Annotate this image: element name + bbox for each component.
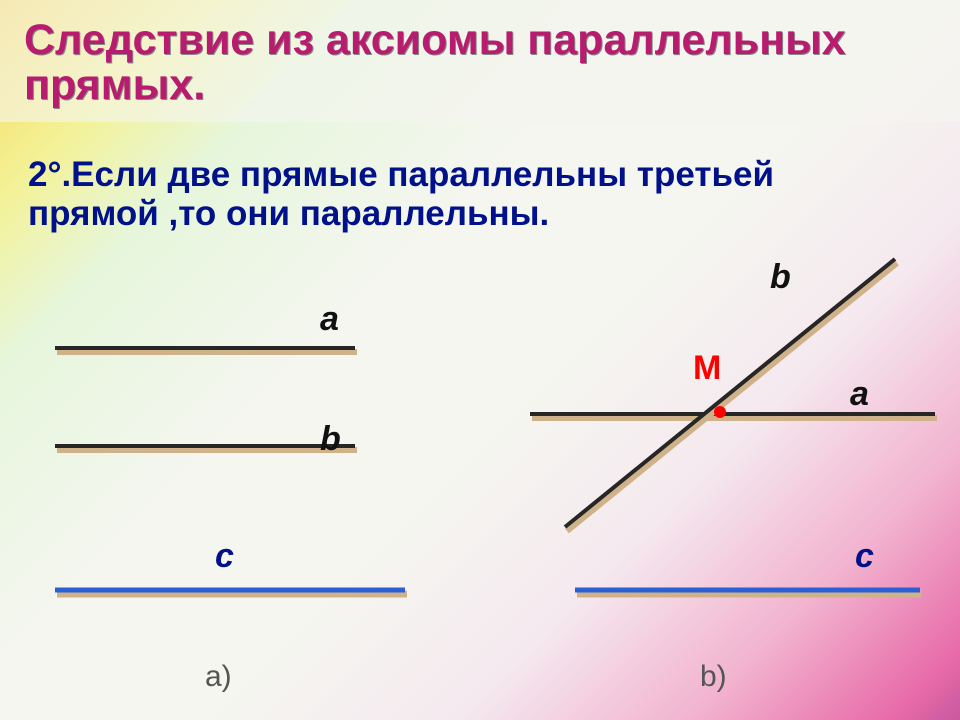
label-left-c: c xyxy=(215,537,234,576)
label-left-a: a xyxy=(320,300,339,339)
label-right-a: a xyxy=(850,375,869,414)
sublabel-a: a) xyxy=(205,660,232,694)
label-right-c: c xyxy=(855,537,874,576)
slide: Следствие из аксиомы параллельных прямых… xyxy=(0,0,960,720)
label-m: M xyxy=(693,349,721,388)
dot-m xyxy=(714,406,726,418)
label-left-b: b xyxy=(320,420,341,459)
sublabel-b: b) xyxy=(700,660,727,694)
label-right-b: b xyxy=(770,258,791,297)
line-right-b xyxy=(565,259,895,527)
diagram-svg xyxy=(0,0,960,720)
line-right-b-shadow xyxy=(567,263,897,531)
